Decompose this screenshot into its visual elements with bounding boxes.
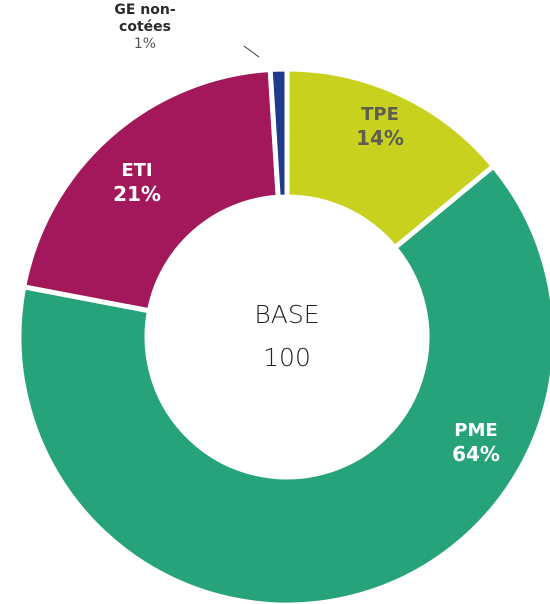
donut-segment xyxy=(20,66,281,314)
value-label: 1% xyxy=(133,35,157,52)
donut-segment xyxy=(284,66,498,252)
category-label: ETI xyxy=(121,160,153,181)
value-label: 21% xyxy=(113,181,161,206)
data-label: TPE 14% xyxy=(356,104,404,150)
leader-line xyxy=(243,45,260,58)
value-label: 14% xyxy=(356,125,404,150)
category-label: TPE xyxy=(361,104,399,125)
center-title: BASE xyxy=(254,300,320,329)
donut-segment xyxy=(267,66,290,200)
donut-segment xyxy=(16,162,550,604)
center-total: 100 xyxy=(263,343,311,372)
category-label: PME xyxy=(454,420,498,441)
data-label: ETI 21% xyxy=(113,160,161,206)
category-label: GE non-cotées xyxy=(114,2,176,35)
value-label: 64% xyxy=(452,441,500,466)
data-label: PME 64% xyxy=(452,420,500,466)
data-label: GE non-cotées 1% xyxy=(90,2,200,52)
